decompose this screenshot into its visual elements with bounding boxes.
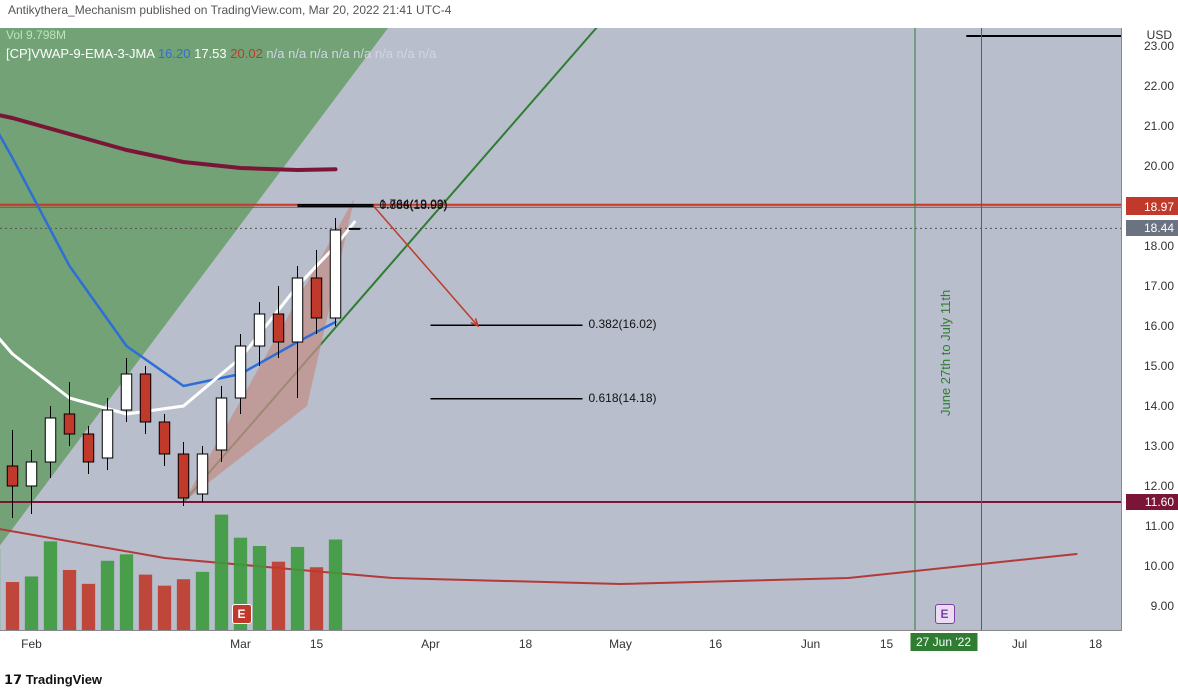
candle: [254, 314, 264, 346]
time-tick: May: [609, 637, 632, 651]
candle: [140, 374, 150, 422]
fib-label: 0.618(14.18): [589, 391, 657, 405]
price-label: 18.44: [1126, 220, 1178, 236]
price-tick: 22.00: [1144, 79, 1174, 93]
date-range-note: June 27th to July 11th: [938, 290, 953, 416]
candle: [83, 434, 93, 462]
price-tick: 23.00: [1144, 39, 1174, 53]
candle: [311, 278, 321, 318]
volume-bar: [63, 570, 76, 630]
volume-bar: [82, 584, 95, 630]
candle: [235, 346, 245, 398]
price-tick: 9.00: [1151, 599, 1174, 613]
time-tick: Mar: [230, 637, 251, 651]
volume-bar: [6, 582, 19, 630]
price-tick: 18.00: [1144, 239, 1174, 253]
price-label: 11.60: [1126, 494, 1178, 510]
candle: [64, 414, 74, 434]
author: Antikythera_Mechanism: [8, 3, 136, 17]
time-tick: 16: [709, 637, 722, 651]
candle: [216, 398, 226, 450]
price-label: 18.97: [1126, 199, 1178, 215]
time-tick: Jun: [801, 637, 820, 651]
time-highlight: 27 Jun '22: [910, 633, 977, 651]
time-tick: 18: [1089, 637, 1102, 651]
time-tick: Feb: [21, 637, 42, 651]
price-tick: 21.00: [1144, 119, 1174, 133]
volume-bar: [329, 540, 342, 630]
volume-bar: [44, 541, 57, 630]
candle: [102, 410, 112, 458]
candle: [159, 422, 169, 454]
candle: [292, 278, 302, 342]
volume-bar: [158, 586, 171, 630]
published-on: published on TradingView.com,: [139, 3, 305, 17]
volume-bar: [101, 561, 114, 630]
time-axis[interactable]: Feb Mar 15 Apr 18 May 16 Jun 15 Jul 18 27 Jun '22: [0, 630, 1122, 661]
candle: [26, 462, 36, 486]
publish-time: Mar 20, 2022 21:41 UTC-4: [309, 3, 452, 17]
brand-logo-text: 𝟭𝟳: [4, 672, 26, 687]
volume-bar: [120, 554, 133, 630]
candle: [7, 466, 17, 486]
brand-name: TradingView: [26, 672, 102, 687]
time-tick: 15: [310, 637, 323, 651]
volume-bar: [272, 562, 285, 630]
candle: [45, 418, 55, 462]
price-tick: 13.00: [1144, 439, 1174, 453]
volume-bar: [139, 575, 152, 630]
volume-bar: [177, 579, 190, 630]
price-axis[interactable]: USD 9.0010.0011.0012.0013.0014.0015.0016…: [1121, 22, 1178, 630]
earnings-marker[interactable]: E: [232, 604, 252, 624]
price-tick: 17.00: [1144, 279, 1174, 293]
volume-bar: [310, 567, 323, 630]
price-tick: 10.00: [1144, 559, 1174, 573]
price-tick: 15.00: [1144, 359, 1174, 373]
fib-label: 0.382(16.02): [589, 317, 657, 331]
candle: [273, 314, 283, 342]
plot-svg: [0, 22, 1122, 630]
time-tick: 18: [519, 637, 532, 651]
candle: [121, 374, 131, 410]
plot-area[interactable]: Vol 9.798M [CP]VWAP-9-EMA-3-JMA 16.20 17…: [0, 22, 1122, 630]
candle: [330, 230, 340, 318]
price-tick: 14.00: [1144, 399, 1174, 413]
volume-bar: [215, 515, 228, 630]
candle: [178, 454, 188, 498]
candle: [349, 228, 359, 229]
price-tick: 12.00: [1144, 479, 1174, 493]
time-tick: Apr: [421, 637, 440, 651]
candle: [197, 454, 207, 494]
publish-header: Antikythera_Mechanism published on Tradi…: [0, 0, 1178, 28]
fib-label: 0.886(18.99): [380, 198, 448, 212]
price-tick: 16.00: [1144, 319, 1174, 333]
volume-bar: [25, 576, 38, 630]
chart-container: Antikythera_Mechanism published on Tradi…: [0, 0, 1178, 692]
time-tick: 15: [880, 637, 893, 651]
volume-bar: [253, 546, 266, 630]
price-tick: 11.00: [1145, 519, 1174, 533]
volume-bar: [196, 572, 209, 630]
volume-bar: [291, 547, 304, 630]
time-tick: Jul: [1012, 637, 1027, 651]
earnings-marker[interactable]: E: [935, 604, 955, 624]
brand-footer: 𝟭𝟳 TradingView: [4, 672, 102, 688]
price-tick: 20.00: [1144, 159, 1174, 173]
